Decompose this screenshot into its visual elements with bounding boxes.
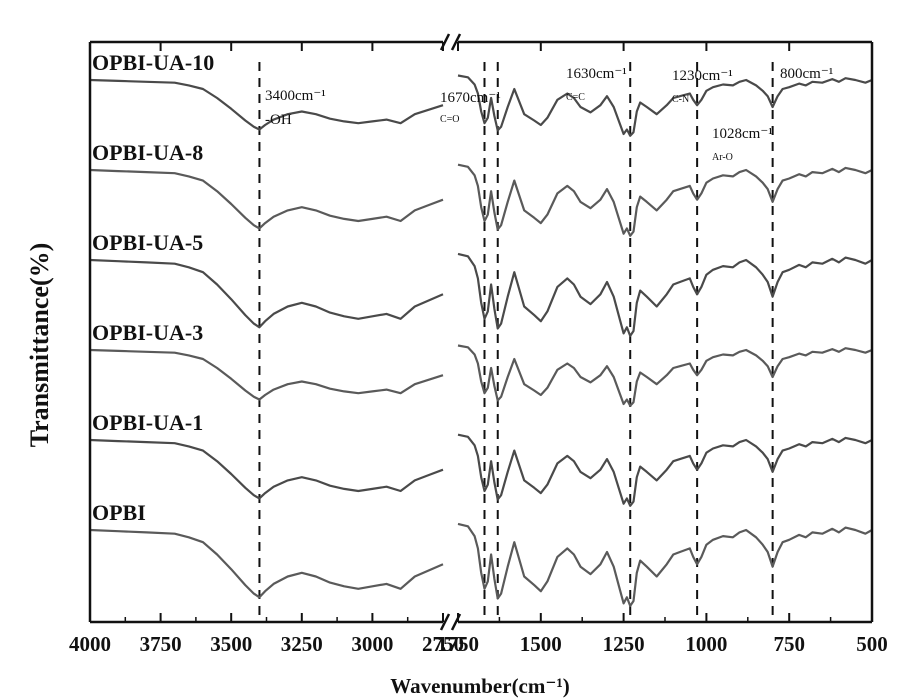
series-line <box>457 163 873 237</box>
peak-annotation: 1630cm⁻¹ <box>566 66 627 82</box>
series-label: OPBI-UA-3 <box>92 320 203 345</box>
peak-annotation: 3400cm⁻¹ <box>265 88 326 104</box>
series-line <box>457 74 873 137</box>
x-axis-label: Wavenumber(cm⁻¹) <box>390 674 570 698</box>
series-layer <box>89 74 873 607</box>
reference-lines <box>258 62 774 622</box>
series-label: OPBI-UA-8 <box>92 140 203 165</box>
peak-annotation: 1670cm⁻¹ <box>440 90 501 106</box>
peak-annotation: 1230cm⁻¹ <box>672 68 733 84</box>
y-axis-label: Transmittance(%) <box>25 243 54 448</box>
label-layer: OPBI-UA-10 OPBI-UA-8 OPBI-UA-5 OPBI-UA-3 OPB… <box>92 50 833 525</box>
peak-annotation: 1028cm⁻¹ <box>712 126 773 142</box>
peak-group-label: C=O <box>440 114 460 125</box>
x-tick-label: 3750 <box>140 632 182 656</box>
x-tick-label: 750 <box>773 632 805 656</box>
x-tick-label: 1500 <box>520 632 562 656</box>
series-line <box>89 258 444 329</box>
series-line <box>457 433 873 507</box>
axis-break-mark <box>450 33 462 51</box>
series-label: OPBI-UA-5 <box>92 230 203 255</box>
x-tick-label: 3500 <box>210 632 252 656</box>
series-line <box>89 78 444 131</box>
series-line <box>89 168 444 230</box>
peak-group-label: C=C <box>566 92 585 103</box>
series-label: OPBI-UA-10 <box>92 50 214 75</box>
series-line <box>457 522 873 607</box>
x-tick-label: 2750 <box>422 632 464 656</box>
peak-group-label: C-N <box>672 94 689 105</box>
series-line <box>89 438 444 500</box>
peak-group-label: -OH <box>265 112 292 128</box>
axis-break-mark <box>439 613 451 631</box>
peak-group-label: Ar-O <box>712 152 733 163</box>
series-line <box>457 344 873 407</box>
x-tick-label: 1250 <box>603 632 645 656</box>
x-tick-label: 1000 <box>685 632 727 656</box>
series-line <box>457 252 873 337</box>
x-tick-label: 3000 <box>351 632 393 656</box>
x-tick-label: 4000 <box>69 632 111 656</box>
series-label: OPBI <box>92 500 146 525</box>
peak-annotation: 800cm⁻¹ <box>780 66 833 82</box>
series-label: OPBI-UA-1 <box>92 410 203 435</box>
series-line <box>89 528 444 599</box>
series-line <box>89 348 444 401</box>
x-tick-label: 1750 <box>437 632 479 656</box>
x-tick-label: 3250 <box>281 632 323 656</box>
x-tick-label: 500 <box>856 632 888 656</box>
